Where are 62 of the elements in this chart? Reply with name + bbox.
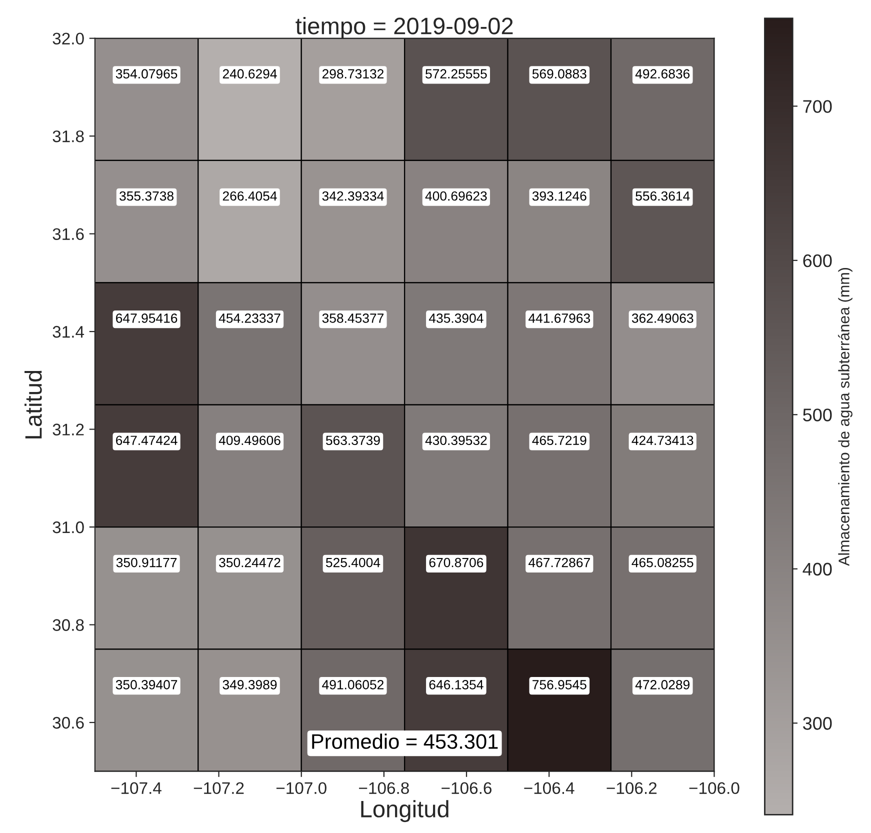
x-tick-label: −106.2 [606,782,657,794]
data-label: 492.6836 [635,69,690,79]
data-label: 465.08255 [632,558,694,568]
data-label: 424.73413 [632,436,694,446]
color-bar-label: 600 [803,254,832,268]
annotation: Promedio = 453.301 [312,734,498,749]
data-label: 563.3739 [326,436,380,446]
data-label: 646.1354 [429,680,484,690]
data-label: 472.0289 [635,680,690,690]
data-label: 572.25555 [426,69,487,79]
data-label: 298.73132 [322,69,384,79]
chart-title: tiempo = 2019-09-02 [296,17,513,40]
data-label: 400.69623 [425,191,487,201]
data-label: 350.91177 [116,558,177,568]
data-label: 430.39532 [425,436,487,446]
data-label: 350.24472 [219,558,280,568]
y-tick-label: 31.2 [52,424,84,436]
x-tick-label: −107.0 [276,782,326,794]
data-label: 358.45377 [322,314,384,323]
y-tick-label: 31.6 [52,228,84,240]
data-label: 441.67963 [528,314,590,323]
color-bar-title: Almacenamiento de agua subterránea (mm) [838,268,852,566]
x-tick-label: −106.6 [442,782,492,794]
x-tick-label: −106.8 [359,782,409,794]
y-tick-label: 31.4 [52,326,84,338]
data-label: 362.49063 [632,314,694,323]
x-tick-label: −106.4 [524,782,574,794]
data-label: 435.3904 [428,314,484,323]
data-label: 756.9545 [532,680,586,690]
y-axis-title: Latitud [24,370,42,438]
color-bar-label: 500 [803,408,832,422]
data-label: 355.3738 [120,191,174,201]
data-label: 350.39407 [116,680,178,690]
data-label: 349.3989 [222,680,277,690]
y-tick-label: 30.6 [52,716,84,729]
data-label: 647.47424 [116,436,178,446]
data-label: 240.6294 [222,69,277,79]
color-bar-label: 400 [802,562,832,576]
x-tick-label: −107.4 [111,782,162,794]
color-bar-label: 700 [803,100,832,113]
color-bar-label: 300 [803,717,832,730]
data-label: 266.4054 [222,191,277,201]
data-label: 354.07965 [116,69,178,79]
data-label: 409.49606 [218,436,280,446]
data-label: 467.72867 [528,558,590,568]
y-tick-label: 31.8 [52,130,84,142]
data-label: 393.1246 [532,191,586,201]
data-label: 556.3614 [636,191,690,201]
y-tick-label: 30.8 [52,619,84,631]
x-tick-label: −106.0 [689,782,740,794]
data-label: 647.95416 [116,314,178,323]
x-tick-label: −107.2 [194,782,244,794]
x-axis-title: Longitud [361,800,448,822]
data-label: 342.39334 [322,191,384,201]
data-label: 465.7219 [532,436,586,446]
data-label: 569.0883 [532,69,586,79]
data-label: 670.8706 [429,558,484,568]
data-label: 525.4004 [326,558,380,568]
data-label: 491.06052 [322,680,384,690]
y-tick-label: 32.0 [52,32,84,45]
data-label: 454.23337 [218,314,280,323]
y-tick-label: 31.0 [52,521,84,534]
